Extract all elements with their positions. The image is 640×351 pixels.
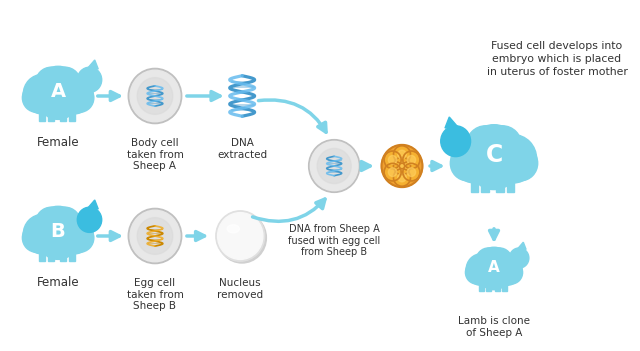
Circle shape	[22, 84, 51, 112]
Circle shape	[66, 84, 94, 112]
Circle shape	[23, 214, 61, 254]
Text: DNA from Sheep A
fused with egg cell
from Sheep B: DNA from Sheep A fused with egg cell fro…	[288, 224, 380, 257]
Circle shape	[34, 66, 83, 117]
Text: Egg cell
taken from
Sheep B: Egg cell taken from Sheep B	[127, 278, 184, 311]
Circle shape	[317, 148, 351, 184]
Bar	[68, 241, 75, 261]
Circle shape	[492, 254, 522, 285]
Circle shape	[66, 223, 94, 252]
Circle shape	[130, 70, 180, 122]
Text: DNA
extracted: DNA extracted	[217, 138, 268, 160]
Polygon shape	[88, 200, 98, 209]
Circle shape	[407, 155, 415, 164]
Circle shape	[310, 141, 358, 191]
Circle shape	[509, 248, 529, 268]
Circle shape	[394, 146, 410, 163]
Text: Lamb is clone
of Sheep A: Lamb is clone of Sheep A	[458, 316, 530, 338]
Text: A: A	[488, 260, 500, 275]
Ellipse shape	[227, 225, 239, 233]
Circle shape	[403, 163, 420, 181]
Circle shape	[35, 207, 67, 240]
Circle shape	[49, 207, 81, 240]
Circle shape	[397, 150, 406, 159]
Circle shape	[22, 223, 51, 252]
Circle shape	[34, 206, 83, 257]
Bar	[47, 241, 54, 261]
Circle shape	[216, 211, 264, 261]
Circle shape	[388, 155, 397, 164]
Circle shape	[128, 208, 182, 264]
Circle shape	[487, 248, 512, 274]
Polygon shape	[518, 242, 526, 250]
Bar	[39, 241, 45, 261]
Bar	[47, 101, 54, 121]
Circle shape	[130, 210, 180, 262]
Text: Nucleus
removed: Nucleus removed	[217, 278, 263, 300]
Bar	[486, 275, 490, 291]
Circle shape	[476, 248, 501, 274]
Circle shape	[474, 247, 513, 287]
Circle shape	[464, 125, 524, 186]
Text: A: A	[51, 82, 66, 101]
Circle shape	[37, 76, 79, 119]
Circle shape	[77, 67, 102, 92]
Bar	[496, 167, 504, 192]
Bar	[68, 101, 75, 121]
Circle shape	[35, 67, 67, 100]
Circle shape	[218, 213, 263, 259]
Circle shape	[384, 163, 401, 181]
Circle shape	[451, 146, 484, 181]
Circle shape	[441, 126, 470, 157]
Circle shape	[468, 137, 520, 190]
Circle shape	[394, 157, 410, 175]
Bar	[495, 275, 500, 291]
Bar	[60, 241, 66, 261]
Circle shape	[77, 207, 102, 232]
Text: Female: Female	[37, 136, 79, 149]
Bar	[60, 101, 66, 121]
Circle shape	[308, 140, 360, 192]
Text: B: B	[51, 222, 65, 241]
Circle shape	[128, 68, 182, 124]
Circle shape	[23, 74, 61, 114]
Circle shape	[384, 151, 401, 168]
Text: C: C	[485, 144, 502, 167]
Bar	[481, 167, 489, 192]
Polygon shape	[88, 60, 98, 69]
Bar	[470, 167, 478, 192]
Circle shape	[500, 261, 523, 284]
Circle shape	[54, 214, 93, 254]
Circle shape	[477, 255, 511, 290]
Circle shape	[451, 134, 499, 183]
Circle shape	[218, 213, 266, 263]
Circle shape	[49, 67, 81, 100]
Circle shape	[465, 261, 488, 284]
Text: Fused cell develops into
embryo which is placed
in uterus of foster mother: Fused cell develops into embryo which is…	[486, 41, 627, 78]
Circle shape	[504, 146, 538, 181]
Circle shape	[467, 126, 505, 165]
Circle shape	[388, 168, 397, 177]
Circle shape	[394, 168, 410, 186]
Circle shape	[137, 218, 173, 254]
Text: Female: Female	[37, 276, 79, 289]
Circle shape	[381, 145, 422, 187]
Circle shape	[54, 74, 93, 114]
Bar	[502, 275, 508, 291]
Text: Body cell
taken from
Sheep A: Body cell taken from Sheep A	[127, 138, 184, 171]
Circle shape	[403, 151, 420, 168]
Circle shape	[37, 216, 79, 259]
Circle shape	[397, 161, 406, 170]
Bar	[507, 167, 515, 192]
Circle shape	[483, 126, 522, 165]
Circle shape	[407, 168, 415, 177]
Bar	[39, 101, 45, 121]
Circle shape	[137, 78, 173, 114]
Polygon shape	[445, 117, 458, 128]
Circle shape	[466, 254, 497, 285]
Circle shape	[397, 173, 406, 182]
Circle shape	[490, 134, 536, 183]
Bar	[479, 275, 484, 291]
